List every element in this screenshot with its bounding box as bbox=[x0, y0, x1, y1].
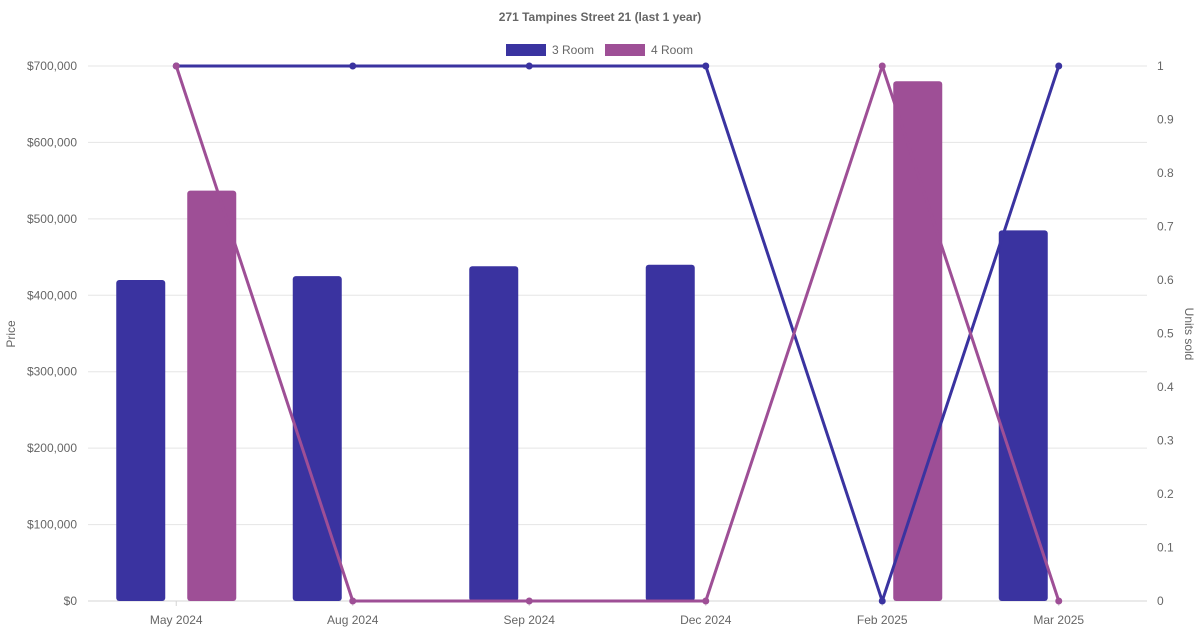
point-4-room[interactable] bbox=[172, 62, 180, 70]
bar-3-room[interactable] bbox=[292, 276, 342, 601]
y-tick-label: $0 bbox=[64, 594, 78, 608]
y-axis-left-ticks: $0 $100,000 $200,000 $300,000 $400,000 $500,0… bbox=[27, 59, 77, 608]
x-tick-label: Dec 2024 bbox=[680, 613, 732, 627]
y-axis-title: Price bbox=[4, 320, 18, 348]
point-4-room[interactable] bbox=[702, 597, 710, 605]
point-3-room[interactable] bbox=[349, 62, 357, 70]
y-tick-label: $600,000 bbox=[27, 135, 77, 149]
x-tick-label: Feb 2025 bbox=[857, 613, 908, 627]
point-4-room[interactable] bbox=[1055, 597, 1063, 605]
y-tick-label: $700,000 bbox=[27, 59, 77, 73]
bar-3-room[interactable] bbox=[116, 280, 166, 601]
line-series bbox=[172, 62, 1063, 605]
y2-tick-label: 1 bbox=[1157, 59, 1164, 73]
y2-tick-label: 0.8 bbox=[1157, 166, 1174, 180]
legend-label-3-room[interactable]: 3 Room bbox=[552, 43, 594, 57]
x-tick-label: Mar 2025 bbox=[1033, 613, 1084, 627]
x-tick-label: Sep 2024 bbox=[504, 613, 556, 627]
line-4-room bbox=[174, 64, 1061, 603]
y-tick-label: $300,000 bbox=[27, 365, 77, 379]
y2-tick-label: 0 bbox=[1157, 594, 1164, 608]
y-axis-right-ticks: 0 0.1 0.2 0.3 0.4 0.5 0.6 0.7 0.8 0.9 1 bbox=[1157, 59, 1174, 608]
y2-tick-label: 0.9 bbox=[1157, 113, 1174, 127]
y2-tick-label: 0.2 bbox=[1157, 487, 1174, 501]
x-axis-ticks: May 2024 Aug 2024 Sep 2024 Dec 2024 Feb 2025… bbox=[150, 601, 1084, 627]
x-tick-label: Aug 2024 bbox=[327, 613, 379, 627]
point-4-room[interactable] bbox=[878, 62, 886, 70]
y-tick-label: $400,000 bbox=[27, 288, 77, 302]
point-3-room[interactable] bbox=[702, 62, 710, 70]
y2-tick-label: 0.4 bbox=[1157, 380, 1174, 394]
chart-title: 271 Tampines Street 21 (last 1 year) bbox=[499, 10, 702, 24]
y2-axis-title: Units sold bbox=[1182, 308, 1196, 361]
line-3-room bbox=[176, 64, 1061, 603]
y2-tick-label: 0.5 bbox=[1157, 327, 1174, 341]
y-tick-label: $100,000 bbox=[27, 518, 77, 532]
legend: 3 Room 4 Room bbox=[506, 43, 693, 57]
bar-4-room[interactable] bbox=[187, 190, 237, 602]
bar-3-room[interactable] bbox=[645, 264, 695, 601]
bar-3-room[interactable] bbox=[469, 266, 519, 601]
y-tick-label: $500,000 bbox=[27, 212, 77, 226]
x-tick-label: May 2024 bbox=[150, 613, 203, 627]
bar-3-room[interactable] bbox=[998, 230, 1048, 602]
bar-4-room[interactable] bbox=[893, 81, 943, 602]
point-4-room[interactable] bbox=[525, 597, 533, 605]
y2-tick-label: 0.1 bbox=[1157, 541, 1174, 555]
legend-swatch-4-room[interactable] bbox=[605, 44, 645, 56]
legend-label-4-room[interactable]: 4 Room bbox=[651, 43, 693, 57]
y2-tick-label: 0.6 bbox=[1157, 273, 1174, 287]
legend-swatch-3-room[interactable] bbox=[506, 44, 546, 56]
y2-tick-label: 0.7 bbox=[1157, 220, 1174, 234]
y2-tick-label: 0.3 bbox=[1157, 434, 1174, 448]
point-4-room[interactable] bbox=[349, 597, 357, 605]
point-3-room[interactable] bbox=[525, 62, 533, 70]
bar-series bbox=[116, 81, 1048, 602]
point-3-room[interactable] bbox=[1055, 62, 1063, 70]
y-tick-label: $200,000 bbox=[27, 441, 77, 455]
gridlines bbox=[88, 65, 1147, 602]
point-3-room[interactable] bbox=[878, 597, 886, 605]
